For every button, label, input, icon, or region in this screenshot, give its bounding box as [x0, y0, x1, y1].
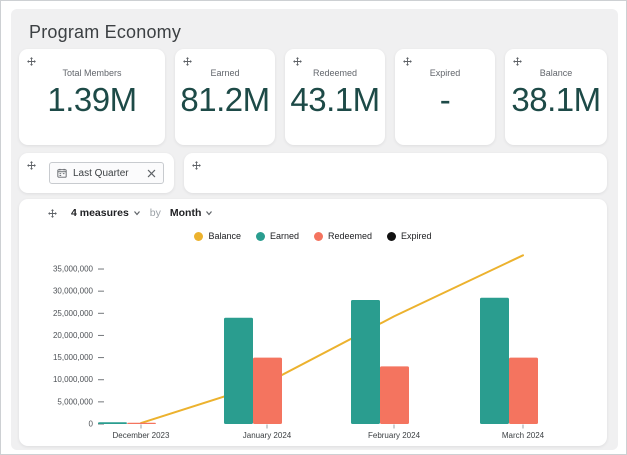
kpi-card-balance: Balance 38.1M: [505, 49, 607, 145]
legend-label: Balance: [208, 231, 241, 241]
legend-item-earned[interactable]: Earned: [256, 231, 299, 241]
chevron-down-icon: [133, 209, 141, 217]
bar-redeemed-march-2024[interactable]: [509, 358, 538, 424]
kpi-label: Redeemed: [313, 68, 357, 78]
move-icon[interactable]: [47, 208, 58, 219]
y-axis-tick-label: 10,000,000: [53, 375, 94, 384]
y-axis-tick-label: 15,000,000: [53, 353, 94, 362]
bar-redeemed-january-2024[interactable]: [253, 358, 282, 424]
kpi-card-redeemed: Redeemed 43.1M: [285, 49, 385, 145]
legend-label: Earned: [270, 231, 299, 241]
dimension-dropdown-label: Month: [170, 207, 202, 219]
kpi-label: Balance: [540, 68, 573, 78]
legend-dot-balance: [194, 232, 203, 241]
move-icon[interactable]: [26, 160, 37, 171]
measures-dropdown-label: 4 measures: [71, 207, 129, 219]
date-filter-label: Last Quarter: [73, 168, 141, 179]
measures-dropdown[interactable]: 4 measures: [71, 207, 141, 219]
kpi-label: Expired: [430, 68, 461, 78]
kpi-label: Total Members: [62, 68, 121, 78]
legend-label: Expired: [401, 231, 432, 241]
bar-redeemed-december-2023[interactable]: [127, 423, 156, 424]
x-axis-label: December 2023: [113, 431, 170, 440]
legend-dot-earned: [256, 232, 265, 241]
move-icon[interactable]: [182, 56, 193, 67]
kpi-value: 81.2M: [180, 83, 269, 118]
by-label: by: [150, 207, 161, 219]
bar-earned-february-2024[interactable]: [351, 300, 380, 424]
y-axis-tick-label: 25,000,000: [53, 309, 94, 318]
y-axis-tick-label: 20,000,000: [53, 331, 94, 340]
bar-earned-january-2024[interactable]: [224, 318, 253, 424]
legend-item-balance[interactable]: Balance: [194, 231, 241, 241]
move-icon[interactable]: [191, 160, 202, 171]
kpi-card-earned: Earned 81.2M: [175, 49, 275, 145]
kpi-card-total-members: Total Members 1.39M: [19, 49, 165, 145]
kpi-value: 43.1M: [290, 83, 379, 118]
kpi-value: 1.39M: [47, 83, 136, 118]
page-title: Program Economy: [29, 22, 181, 43]
chart-legend: Balance Earned Redeemed Expired: [19, 231, 607, 241]
legend-item-expired[interactable]: Expired: [387, 231, 432, 241]
y-axis-tick-label: 5,000,000: [57, 397, 93, 406]
dashboard-canvas: Program Economy Total Members 1.39M Earn…: [11, 9, 618, 450]
chart-card: 4 measures by Month Balance Earned Redeeme…: [19, 199, 607, 446]
empty-filter-panel: [184, 153, 607, 193]
legend-item-redeemed[interactable]: Redeemed: [314, 231, 372, 241]
bar-earned-march-2024[interactable]: [480, 298, 509, 424]
move-icon[interactable]: [402, 56, 413, 67]
legend-label: Redeemed: [328, 231, 372, 241]
close-icon[interactable]: [147, 169, 156, 178]
dimension-dropdown[interactable]: Month: [170, 207, 214, 219]
x-axis-label: February 2024: [368, 431, 421, 440]
calendar-icon: [57, 168, 67, 178]
bar-redeemed-february-2024[interactable]: [380, 366, 409, 424]
bar-earned-december-2023[interactable]: [98, 422, 127, 424]
kpi-label: Earned: [210, 68, 239, 78]
chevron-down-icon: [205, 209, 213, 217]
y-axis-tick-label: 30,000,000: [53, 287, 94, 296]
date-filter-chip[interactable]: Last Quarter: [49, 162, 164, 184]
x-axis-label: January 2024: [243, 431, 292, 440]
move-icon[interactable]: [292, 56, 303, 67]
y-axis-tick-label: 0: [89, 420, 94, 429]
legend-dot-expired: [387, 232, 396, 241]
kpi-value: -: [440, 83, 451, 118]
filter-panel: Last Quarter: [19, 153, 174, 193]
x-axis-label: March 2024: [502, 431, 545, 440]
move-icon[interactable]: [26, 56, 37, 67]
line-balance: [141, 255, 523, 423]
dashboard-frame: Program Economy Total Members 1.39M Earn…: [0, 0, 627, 455]
kpi-value: 38.1M: [511, 83, 600, 118]
combo-chart: 0 5,000,000 10,000,000 15,000,000 20,000,000…: [19, 247, 607, 443]
y-axis-tick-label: 35,000,000: [53, 265, 94, 274]
chart-toolbar: 4 measures by Month: [47, 207, 213, 219]
legend-dot-redeemed: [314, 232, 323, 241]
kpi-card-expired: Expired -: [395, 49, 495, 145]
move-icon[interactable]: [512, 56, 523, 67]
